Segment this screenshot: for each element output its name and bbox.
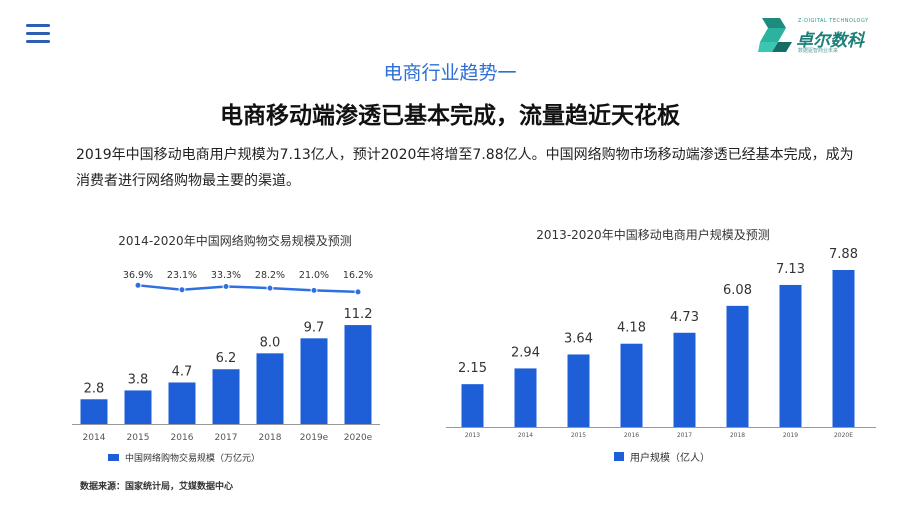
- chart1-growth-point: [222, 282, 230, 290]
- chart1-tick-label: 2017: [215, 433, 238, 443]
- chart1-growth-point: [354, 288, 362, 296]
- logo-sub: 数据驱智商业未来: [798, 48, 839, 54]
- description-text: 2019年中国移动电商用户规模为7.13亿人，预计2020年将增至7.88亿人。…: [76, 147, 854, 189]
- logo-mark-icon: [758, 18, 792, 52]
- chart1-value-label: 11.2: [344, 307, 373, 322]
- chart2-value-label: 7.13: [776, 262, 805, 277]
- chart2-value-label: 2.94: [511, 345, 540, 360]
- chart2-value-label: 7.88: [829, 247, 858, 262]
- page-title: 电商移动端渗透已基本完成，流量趋近天花板: [220, 103, 680, 129]
- chart2-value-label: 3.64: [564, 331, 593, 346]
- chart2-legend-swatch: [614, 452, 624, 461]
- chart2-value-label: 6.08: [723, 283, 752, 298]
- chart1-tick-label: 2018: [259, 433, 282, 443]
- chart2-bar-2017: [673, 332, 696, 427]
- chart2-bar-2014: [514, 368, 537, 427]
- logo-tagline: Z-DIGITAL TECHNOLOGY: [798, 18, 869, 24]
- chart2-bar-2018: [726, 305, 749, 427]
- chart1-growth-label: 33.3%: [211, 270, 241, 281]
- chart2-tick-label: 2016: [624, 432, 639, 439]
- chart1-tick-label: 2015: [127, 433, 150, 443]
- chart1-growth-label: 21.0%: [299, 270, 329, 281]
- chart2-bar-2020E: [832, 270, 855, 427]
- chart1-bar-2016: [168, 382, 196, 424]
- chart1-bar-2017: [212, 369, 240, 424]
- data-source-note: 数据来源：国家统计局，艾媒数据中心: [80, 482, 234, 492]
- chart1-tick-label: 2014: [83, 433, 106, 443]
- chart1-bar-2018: [256, 353, 284, 424]
- chart1-legend-swatch: [108, 454, 119, 461]
- logo-name: 卓尔数科: [796, 31, 864, 51]
- chart1-title: 2014-2020年中国网络购物交易规模及预测: [118, 234, 352, 248]
- menu-icon[interactable]: [26, 24, 50, 44]
- chart2-value-label: 4.73: [670, 310, 699, 325]
- chart1-tick-label: 2016: [171, 433, 194, 443]
- chart1-tick-label: 2019e: [300, 433, 329, 443]
- chart2-tick-label: 2017: [677, 432, 692, 439]
- chart1-value-label: 6.2: [216, 351, 237, 366]
- chart2-tick-label: 2020E: [834, 432, 853, 439]
- chart1-value-label: 3.8: [128, 372, 149, 387]
- chart1-growth-label: 23.1%: [167, 270, 197, 281]
- section-subtitle: 电商行业趋势一: [383, 62, 517, 84]
- chart1-growth-point: [134, 281, 142, 289]
- chart1-value-label: 9.7: [304, 320, 325, 335]
- chart2-bar-2013: [461, 384, 484, 427]
- chart1-legend-label: 中国网络购物交易规模（万亿元）: [125, 452, 260, 464]
- chart2-tick-label: 2013: [465, 432, 480, 439]
- chart1-bar-2019e: [300, 338, 328, 424]
- chart1-growth-label: 36.9%: [123, 270, 153, 281]
- chart1-growth-point: [178, 286, 186, 294]
- chart2-bar-2019: [779, 284, 802, 427]
- chart1-growth-point: [310, 286, 318, 294]
- chart1-growth-label: 16.2%: [343, 270, 373, 281]
- chart1-value-label: 8.0: [260, 335, 281, 350]
- chart1-bar-2020e: [344, 325, 372, 424]
- chart2-value-label: 4.18: [617, 321, 646, 336]
- chart2-tick-label: 2015: [571, 432, 586, 439]
- chart1-value-label: 4.7: [172, 364, 193, 379]
- chart1-bar-2014: [80, 399, 108, 424]
- chart2-bar-2015: [567, 354, 590, 427]
- chart2-title: 2013-2020年中国移动电商用户规模及预测: [536, 228, 770, 242]
- chart1-growth-point: [266, 284, 274, 292]
- chart2-legend-label: 用户规模（亿人）: [630, 451, 710, 464]
- chart2-tick-label: 2018: [730, 432, 745, 439]
- chart1-tick-label: 2020e: [344, 433, 373, 443]
- chart2-tick-label: 2014: [518, 432, 533, 439]
- logo: Z-DIGITAL TECHNOLOGY 卓尔数科 数据驱智商业未来: [756, 14, 886, 58]
- chart1-growth-line: [137, 284, 359, 294]
- chart2-value-label: 2.15: [458, 361, 487, 376]
- chart1-value-label: 2.8: [84, 381, 105, 396]
- chart1-bar-2015: [124, 390, 152, 424]
- chart2-bar-2016: [620, 343, 643, 427]
- chart2-tick-label: 2019: [783, 432, 798, 439]
- chart1-growth-label: 28.2%: [255, 270, 285, 281]
